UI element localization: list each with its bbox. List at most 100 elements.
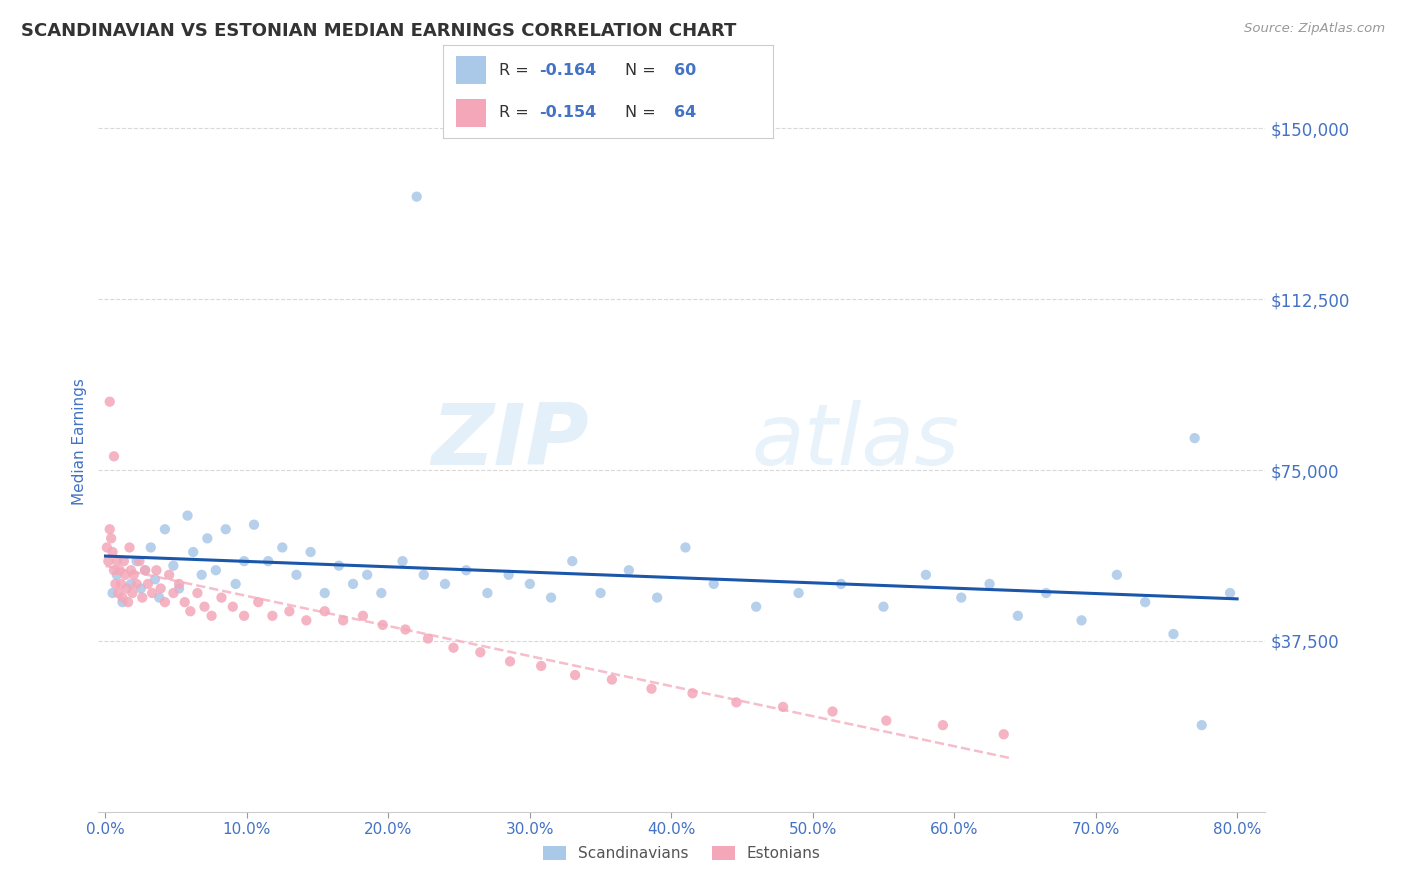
Point [645, 591, 668, 605]
Legend: Scandinavians, Estonians: Scandinavians, Estonians [537, 839, 827, 867]
Point [143, 573, 166, 587]
Point [247, 595, 270, 609]
Point [103, 563, 125, 577]
Point [332, 613, 354, 627]
Point [1163, 627, 1185, 641]
Point [112, 554, 135, 568]
Point [98, 394, 121, 409]
Point [477, 586, 499, 600]
Text: 64: 64 [675, 105, 696, 120]
Point [157, 567, 180, 582]
Point [128, 554, 150, 568]
Bar [456, 56, 486, 84]
Point [470, 645, 492, 659]
Point [875, 714, 897, 728]
Text: Source: ZipAtlas.com: Source: ZipAtlas.com [1244, 22, 1385, 36]
Point [342, 577, 364, 591]
Text: N =: N = [624, 62, 661, 78]
Point [285, 567, 308, 582]
Point [104, 577, 127, 591]
Point [97, 554, 120, 568]
Point [134, 563, 156, 577]
Point [190, 567, 212, 582]
Point [405, 189, 427, 203]
Point [103, 450, 125, 464]
Point [120, 563, 142, 577]
Point [675, 541, 697, 555]
Text: N =: N = [624, 105, 661, 120]
Point [121, 586, 143, 600]
Point [356, 567, 378, 582]
Point [195, 532, 218, 546]
Point [114, 567, 136, 582]
Point [205, 563, 228, 577]
Point [167, 577, 190, 591]
Point [271, 541, 294, 555]
Point [129, 582, 152, 596]
Point [96, 541, 118, 555]
Point [167, 582, 190, 596]
Point [186, 586, 208, 600]
Point [1219, 586, 1241, 600]
Point [456, 563, 478, 577]
Point [278, 604, 301, 618]
Point [136, 577, 159, 591]
Point [120, 577, 142, 591]
Point [530, 659, 553, 673]
Point [141, 586, 163, 600]
Point [100, 532, 122, 546]
Point [540, 591, 562, 605]
Point [443, 640, 465, 655]
Point [108, 563, 131, 577]
Bar [456, 99, 486, 127]
Point [299, 545, 322, 559]
Point [105, 554, 128, 568]
Point [211, 591, 233, 605]
Point [617, 563, 640, 577]
Point [821, 705, 844, 719]
Point [233, 554, 256, 568]
Text: atlas: atlas [752, 400, 960, 483]
Point [125, 554, 148, 568]
Point [772, 700, 794, 714]
Point [932, 718, 955, 732]
Point [993, 727, 1015, 741]
Point [110, 577, 132, 591]
Point [1007, 608, 1029, 623]
Point [115, 582, 138, 596]
Point [134, 563, 156, 577]
Point [915, 567, 938, 582]
Point [519, 577, 541, 591]
Point [148, 591, 170, 605]
Point [262, 608, 284, 623]
Point [370, 586, 392, 600]
Point [117, 595, 139, 609]
Point [243, 517, 266, 532]
Point [162, 558, 184, 573]
Point [200, 608, 222, 623]
Text: R =: R = [499, 105, 534, 120]
Point [101, 545, 124, 559]
Point [725, 695, 748, 709]
Point [225, 577, 247, 591]
Point [314, 586, 336, 600]
Point [352, 608, 374, 623]
Text: ZIP: ZIP [430, 400, 589, 483]
Point [222, 599, 245, 614]
Point [145, 563, 167, 577]
Point [433, 577, 456, 591]
Point [950, 591, 973, 605]
Point [111, 591, 134, 605]
Point [149, 582, 172, 596]
Point [176, 508, 198, 523]
Point [745, 599, 768, 614]
Point [412, 567, 434, 582]
Point [98, 522, 121, 536]
Text: R =: R = [499, 62, 534, 78]
Point [215, 522, 238, 536]
Point [561, 554, 583, 568]
Point [122, 567, 145, 582]
Point [125, 577, 148, 591]
Point [1191, 718, 1213, 732]
Point [600, 673, 623, 687]
